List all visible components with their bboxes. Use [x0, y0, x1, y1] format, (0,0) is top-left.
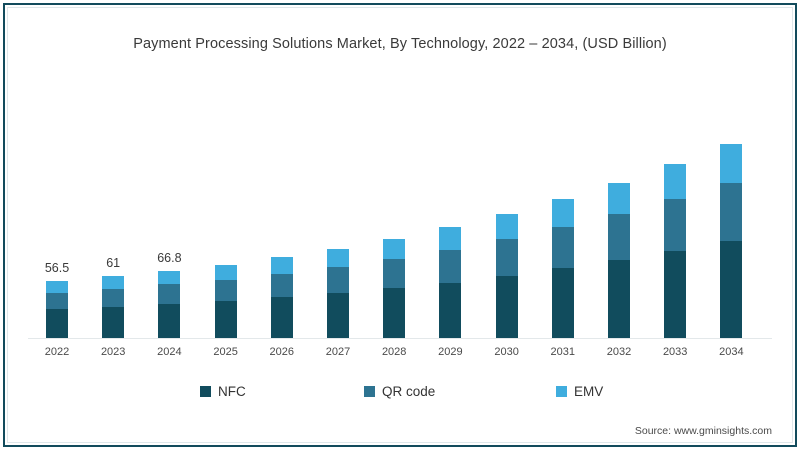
bar-segment-emv	[383, 238, 406, 259]
bar-group	[720, 144, 743, 338]
bar-stack	[214, 264, 237, 338]
x-axis-line	[28, 338, 772, 339]
bar-segment-nfc	[383, 288, 406, 338]
legend-label: EMV	[574, 384, 604, 399]
x-axis-tick-2024: 2024	[157, 346, 182, 358]
bar-value-label: 66.8	[157, 250, 182, 265]
x-axis-tick-2031: 2031	[550, 346, 576, 358]
x-axis-tick-2029: 2029	[438, 346, 463, 358]
bar-stack	[664, 164, 687, 338]
bar-segment-qr-code	[214, 279, 237, 302]
bar-segment-emv	[158, 270, 181, 285]
legend-item-nfc[interactable]: NFC	[200, 384, 246, 399]
legend-item-qr-code[interactable]: QR code	[364, 384, 435, 399]
bar-segment-qr-code	[495, 239, 518, 276]
bar-group	[327, 248, 349, 338]
bar-group: 66.8	[157, 251, 182, 338]
bar-segment-qr-code	[664, 199, 687, 251]
bar-segment-emv	[102, 276, 125, 289]
bar-segment-nfc	[102, 307, 125, 338]
bar-segment-qr-code	[158, 284, 181, 305]
bar-segment-emv	[439, 227, 462, 250]
bar-segment-emv	[720, 144, 743, 184]
bar-group	[383, 238, 406, 338]
bar-value-label: 61	[106, 256, 121, 271]
x-axis-tick-2034: 2034	[719, 346, 744, 358]
bar-segment-qr-code	[720, 183, 743, 241]
bar-stack	[439, 227, 462, 338]
bar-segment-emv	[551, 199, 574, 228]
bar-segment-emv	[327, 248, 349, 267]
bar-group	[664, 164, 687, 338]
bar-segment-qr-code	[102, 288, 125, 308]
bar-group	[495, 214, 518, 338]
bar-group	[270, 257, 293, 338]
bar-segment-nfc	[214, 301, 237, 338]
bar-segment-qr-code	[270, 273, 293, 298]
bar-segment-qr-code	[383, 258, 406, 289]
bar-segment-emv	[495, 214, 518, 240]
bar-segment-emv	[608, 182, 630, 214]
bar-segment-qr-code	[551, 227, 574, 269]
x-axis-tick-2033: 2033	[662, 346, 688, 358]
bar-segment-emv	[270, 257, 293, 274]
bar-group: 61	[102, 256, 125, 338]
bar-stack	[327, 248, 349, 338]
bar-segment-qr-code	[327, 266, 349, 294]
bar-segment-qr-code	[608, 213, 630, 260]
bar-stack	[46, 281, 68, 338]
bar-segment-qr-code	[439, 249, 462, 283]
chart-legend: NFC QR code EMV	[0, 384, 800, 406]
bar-stack	[608, 182, 630, 338]
bar-segment-nfc	[608, 259, 630, 338]
bar-stack	[158, 270, 181, 338]
bar-group	[439, 227, 462, 338]
bar-segment-nfc	[664, 250, 687, 338]
x-axis-tick-2023: 2023	[100, 346, 126, 358]
bar-segment-nfc	[270, 297, 293, 338]
bar-group	[214, 264, 237, 338]
x-axis-tick-2028: 2028	[381, 346, 407, 358]
bar-segment-emv	[46, 281, 68, 293]
x-axis-tick-2025: 2025	[213, 346, 238, 358]
bar-segment-nfc	[720, 240, 743, 338]
bar-group	[608, 182, 630, 338]
bar-segment-nfc	[439, 282, 462, 338]
bar-segment-nfc	[327, 293, 349, 338]
bar-stack	[102, 276, 125, 338]
x-axis-tick-2030: 2030	[494, 346, 519, 358]
x-axis-tick-2027: 2027	[325, 346, 351, 358]
bar-stack	[495, 214, 518, 338]
bar-stack	[551, 199, 574, 338]
legend-swatch-icon	[364, 386, 375, 397]
bar-group: 56.5	[45, 261, 69, 338]
bar-segment-qr-code	[46, 292, 68, 310]
bar-segment-nfc	[495, 275, 518, 338]
bar-stack	[720, 144, 743, 338]
legend-label: QR code	[382, 384, 436, 399]
legend-item-emv[interactable]: EMV	[556, 384, 603, 399]
source-attribution: Source: www.gminsights.com	[634, 425, 772, 437]
x-axis-tick-2032: 2032	[606, 346, 632, 358]
bar-value-label: 56.5	[44, 261, 70, 275]
bar-stack	[383, 238, 406, 338]
bar-segment-nfc	[46, 309, 68, 338]
x-axis-tick-2022: 2022	[44, 346, 70, 358]
bar-segment-nfc	[158, 304, 181, 338]
bar-segment-nfc	[551, 268, 574, 338]
bar-segment-emv	[664, 164, 687, 200]
legend-swatch-icon	[200, 386, 211, 397]
bar-stack	[270, 257, 293, 338]
chart-title: Payment Processing Solutions Market, By …	[133, 36, 667, 52]
legend-label: NFC	[218, 384, 246, 399]
bar-group	[551, 199, 574, 338]
legend-swatch-icon	[556, 386, 567, 397]
x-axis-tick-2026: 2026	[269, 346, 295, 358]
bar-segment-emv	[214, 264, 237, 280]
